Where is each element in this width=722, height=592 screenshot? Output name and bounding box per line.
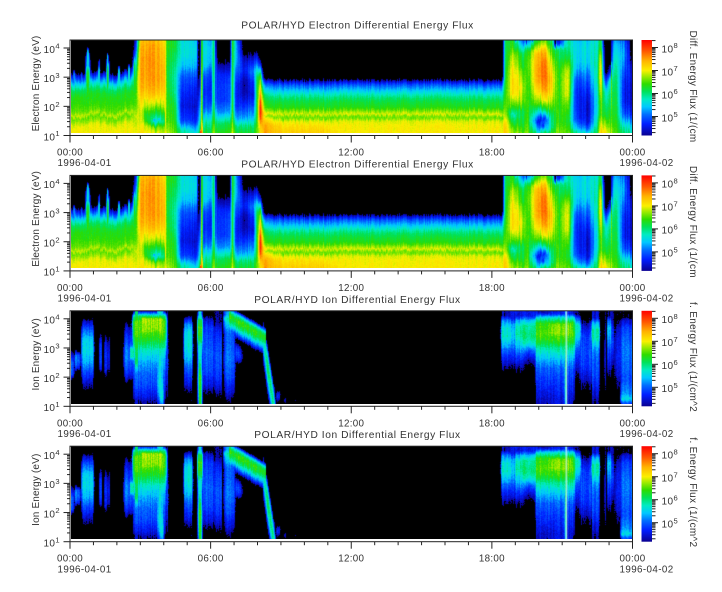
svg-text:f. Energy Flux (1/(cm^2: f. Energy Flux (1/(cm^2 [687, 302, 698, 412]
svg-text:00:00: 00:00 [619, 554, 645, 565]
svg-text:00:00: 00:00 [619, 148, 645, 159]
svg-text:Ion Energy (eV): Ion Energy (eV) [31, 318, 42, 390]
svg-text:12:00: 12:00 [338, 148, 364, 159]
svg-text:18:00: 18:00 [479, 148, 505, 159]
svg-text:101: 101 [43, 265, 60, 279]
svg-text:108: 108 [662, 177, 679, 191]
svg-text:Electron Energy (eV): Electron Energy (eV) [31, 36, 42, 132]
svg-text:106: 106 [662, 358, 679, 372]
svg-text:103: 103 [43, 477, 60, 491]
svg-text:107: 107 [662, 470, 679, 484]
svg-text:102: 102 [43, 371, 60, 385]
svg-text:12:00: 12:00 [338, 554, 364, 565]
svg-text:18:00: 18:00 [479, 554, 505, 565]
svg-text:f. Energy Flux (1/(cm^2: f. Energy Flux (1/(cm^2 [687, 437, 698, 547]
svg-text:00:00: 00:00 [57, 283, 83, 294]
svg-text:1996-04-01: 1996-04-01 [58, 158, 112, 169]
svg-text:107: 107 [662, 64, 679, 78]
svg-text:1996-04-01: 1996-04-01 [58, 564, 112, 575]
svg-text:00:00: 00:00 [619, 283, 645, 294]
svg-text:101: 101 [43, 129, 60, 143]
svg-text:106: 106 [662, 223, 679, 237]
svg-text:00:00: 00:00 [619, 418, 645, 429]
svg-text:101: 101 [43, 535, 60, 549]
svg-text:103: 103 [43, 342, 60, 356]
svg-text:104: 104 [43, 177, 60, 191]
svg-text:1996-04-02: 1996-04-02 [620, 564, 674, 575]
svg-text:Electron Energy (eV): Electron Energy (eV) [31, 171, 42, 267]
svg-text:105: 105 [662, 381, 679, 395]
svg-text:00:00: 00:00 [57, 148, 83, 159]
svg-text:00:00: 00:00 [57, 418, 83, 429]
svg-text:104: 104 [43, 313, 60, 327]
svg-text:104: 104 [43, 448, 60, 462]
svg-text:18:00: 18:00 [479, 283, 505, 294]
svg-text:102: 102 [43, 100, 60, 114]
svg-text:18:00: 18:00 [479, 418, 505, 429]
svg-text:103: 103 [43, 206, 60, 220]
svg-text:1996-04-02: 1996-04-02 [620, 158, 674, 169]
svg-text:102: 102 [43, 506, 60, 520]
svg-text:108: 108 [662, 41, 679, 55]
svg-text:1996-04-01: 1996-04-01 [58, 294, 112, 305]
svg-text:105: 105 [662, 246, 679, 260]
svg-text:105: 105 [662, 110, 679, 124]
svg-text:108: 108 [662, 312, 679, 326]
svg-text:107: 107 [662, 200, 679, 214]
svg-text:101: 101 [43, 400, 60, 414]
svg-text:POLAR/HYD Electron Differenti: POLAR/HYD Electron Differential Energy F… [241, 21, 474, 32]
svg-text:00:00: 00:00 [57, 554, 83, 565]
svg-text:106: 106 [662, 493, 679, 507]
svg-text:POLAR/HYD Ion Differential En: POLAR/HYD Ion Differential Energy Flux [254, 430, 460, 441]
svg-text:06:00: 06:00 [198, 418, 224, 429]
svg-text:06:00: 06:00 [198, 283, 224, 294]
svg-text:POLAR/HYD Ion Differential En: POLAR/HYD Ion Differential Energy Flux [254, 295, 460, 306]
svg-text:1996-04-02: 1996-04-02 [620, 294, 674, 305]
svg-text:1996-04-01: 1996-04-01 [58, 429, 112, 440]
svg-text:12:00: 12:00 [338, 283, 364, 294]
svg-text:106: 106 [662, 87, 679, 101]
svg-text:107: 107 [662, 335, 679, 349]
svg-text:1996-04-02: 1996-04-02 [620, 429, 674, 440]
svg-text:Diff. Energy Flux (1/(cm: Diff. Energy Flux (1/(cm [687, 166, 698, 278]
svg-text:06:00: 06:00 [198, 554, 224, 565]
svg-text:Ion Energy (eV): Ion Energy (eV) [31, 454, 42, 526]
svg-text:108: 108 [662, 447, 679, 461]
svg-text:105: 105 [662, 516, 679, 530]
svg-text:12:00: 12:00 [338, 418, 364, 429]
svg-text:06:00: 06:00 [198, 148, 224, 159]
svg-text:103: 103 [43, 71, 60, 85]
svg-text:104: 104 [43, 42, 60, 56]
svg-text:POLAR/HYD Electron Differenti: POLAR/HYD Electron Differential Energy F… [241, 159, 474, 170]
svg-text:Diff. Energy Flux (1/(cm: Diff. Energy Flux (1/(cm [687, 31, 698, 143]
svg-text:102: 102 [43, 235, 60, 249]
